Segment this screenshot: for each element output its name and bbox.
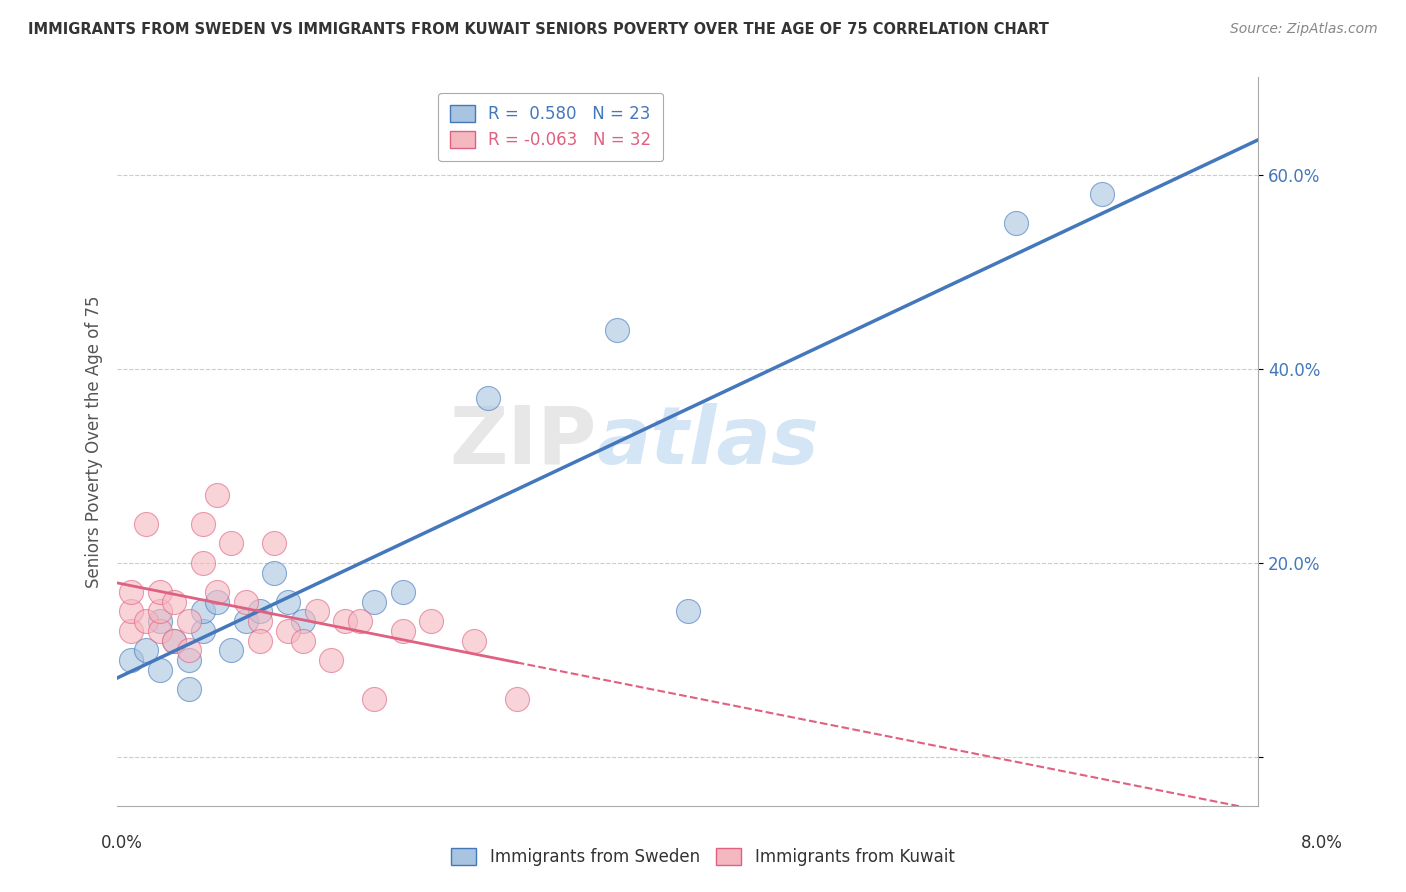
Point	[177, 643, 200, 657]
Legend: Immigrants from Sweden, Immigrants from Kuwait: Immigrants from Sweden, Immigrants from …	[443, 840, 963, 875]
Point	[676, 604, 699, 618]
Point	[177, 682, 200, 697]
Text: 0.0%: 0.0%	[101, 834, 143, 852]
Point	[235, 614, 257, 628]
Point	[605, 323, 627, 337]
Point	[135, 517, 157, 532]
Point	[349, 614, 371, 628]
Point	[163, 595, 186, 609]
Point	[163, 633, 186, 648]
Point	[149, 614, 172, 628]
Point	[263, 566, 285, 580]
Point	[363, 595, 385, 609]
Point	[291, 633, 314, 648]
Point	[477, 391, 499, 405]
Point	[221, 536, 243, 550]
Point	[149, 585, 172, 599]
Point	[263, 536, 285, 550]
Text: ZIP: ZIP	[450, 402, 596, 481]
Point	[205, 488, 228, 502]
Point	[291, 614, 314, 628]
Point	[149, 624, 172, 638]
Point	[191, 517, 214, 532]
Point	[277, 624, 299, 638]
Point	[249, 633, 271, 648]
Text: IMMIGRANTS FROM SWEDEN VS IMMIGRANTS FROM KUWAIT SENIORS POVERTY OVER THE AGE OF: IMMIGRANTS FROM SWEDEN VS IMMIGRANTS FRO…	[28, 22, 1049, 37]
Point	[363, 691, 385, 706]
Text: Source: ZipAtlas.com: Source: ZipAtlas.com	[1230, 22, 1378, 37]
Point	[463, 633, 485, 648]
Point	[335, 614, 357, 628]
Point	[305, 604, 328, 618]
Text: atlas: atlas	[596, 402, 820, 481]
Point	[249, 614, 271, 628]
Point	[149, 663, 172, 677]
Point	[205, 585, 228, 599]
Point	[249, 604, 271, 618]
Text: 8.0%: 8.0%	[1301, 834, 1343, 852]
Point	[120, 653, 142, 667]
Point	[120, 604, 142, 618]
Point	[505, 691, 527, 706]
Point	[163, 633, 186, 648]
Point	[321, 653, 343, 667]
Point	[191, 604, 214, 618]
Legend: R =  0.580   N = 23, R = -0.063   N = 32: R = 0.580 N = 23, R = -0.063 N = 32	[439, 93, 664, 161]
Point	[120, 624, 142, 638]
Point	[391, 624, 413, 638]
Point	[235, 595, 257, 609]
Point	[391, 585, 413, 599]
Point	[149, 604, 172, 618]
Point	[191, 624, 214, 638]
Y-axis label: Seniors Poverty Over the Age of 75: Seniors Poverty Over the Age of 75	[86, 295, 103, 588]
Point	[277, 595, 299, 609]
Point	[1090, 186, 1112, 201]
Point	[135, 614, 157, 628]
Point	[191, 556, 214, 570]
Point	[221, 643, 243, 657]
Point	[205, 595, 228, 609]
Point	[177, 614, 200, 628]
Point	[135, 643, 157, 657]
Point	[1005, 216, 1028, 230]
Point	[177, 653, 200, 667]
Point	[420, 614, 443, 628]
Point	[120, 585, 142, 599]
